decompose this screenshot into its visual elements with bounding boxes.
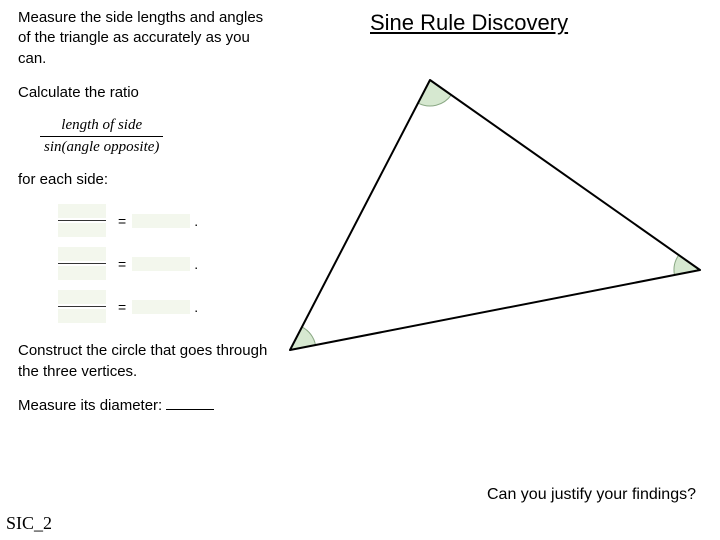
fraction-bar [58,306,106,307]
ratio-fraction [58,290,106,323]
result-blank[interactable] [132,300,190,314]
denominator-blank[interactable] [58,266,106,280]
diameter-blank[interactable] [166,409,214,410]
equals-sign: = [118,213,126,229]
formula-denominator: sin(angle opposite) [40,137,163,156]
period: . [194,213,198,229]
calc-row: = . [58,290,268,323]
equals-sign: = [118,299,126,315]
result-blank[interactable] [132,214,190,228]
result-blank[interactable] [132,257,190,271]
footer-code: SIC_2 [6,513,52,534]
fraction-bar [58,220,106,221]
numerator-blank[interactable] [58,290,106,304]
triangle-outline [290,80,700,350]
ratio-formula: length of side sin(angle opposite) [40,117,163,156]
numerator-blank[interactable] [58,247,106,261]
instruction-circle: Construct the circle that goes through t… [18,341,268,382]
diameter-label: Measure its diameter: [18,397,166,414]
ratio-fraction [58,247,106,280]
numerator-blank[interactable] [58,204,106,218]
calc-row: = . [58,247,268,280]
calc-rows: = . = . = . [58,204,268,323]
triangle-figure [260,50,710,410]
page-title: Sine Rule Discovery [370,10,568,36]
equals-sign: = [118,256,126,272]
calc-row: = . [58,204,268,237]
justify-prompt: Can you justify your findings? [487,486,696,504]
denominator-blank[interactable] [58,309,106,323]
ratio-fraction [58,204,106,237]
period: . [194,256,198,272]
instruction-panel: Measure the side lengths and angles of t… [18,8,268,430]
denominator-blank[interactable] [58,223,106,237]
instruction-measure: Measure the side lengths and angles of t… [18,8,268,69]
instruction-calculate: Calculate the ratio [18,83,268,103]
instruction-diameter: Measure its diameter: [18,396,268,416]
period: . [194,299,198,315]
fraction-bar [58,263,106,264]
formula-numerator: length of side [40,117,163,137]
instruction-for-each: for each side: [18,170,268,190]
